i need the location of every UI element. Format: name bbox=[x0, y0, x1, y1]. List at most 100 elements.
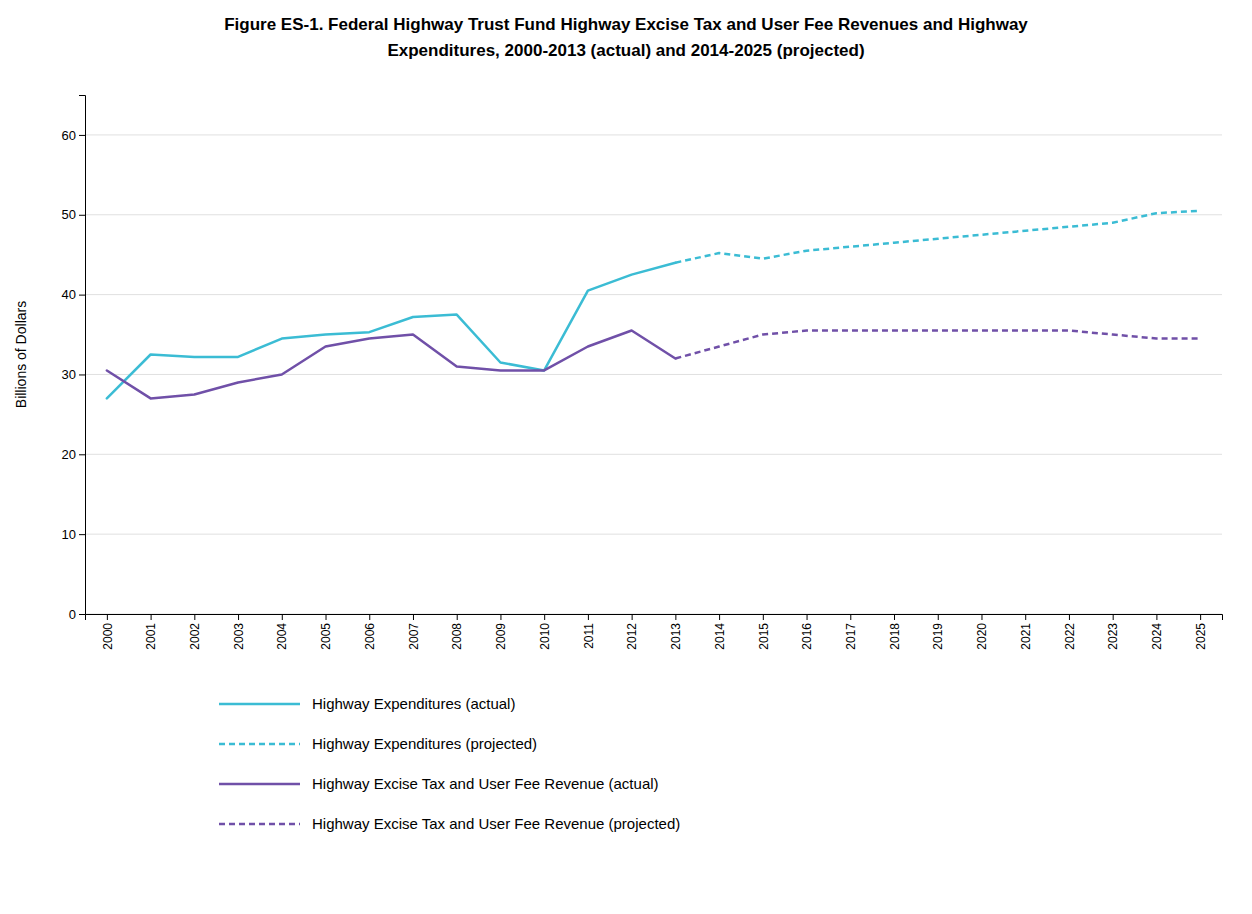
tick-mark bbox=[107, 614, 108, 620]
grid-line bbox=[85, 534, 1222, 535]
tick-label: 2013 bbox=[669, 623, 683, 650]
axis-line bbox=[79, 96, 86, 615]
tick-label: 2014 bbox=[713, 623, 727, 650]
tick-label: 2017 bbox=[844, 623, 858, 650]
tick-mark bbox=[1113, 614, 1114, 620]
tick-mark bbox=[763, 614, 764, 620]
tick: 0 bbox=[69, 607, 85, 622]
legend-label: Highway Expenditures (actual) bbox=[312, 695, 515, 712]
axis-line bbox=[86, 615, 1223, 621]
tick-mark bbox=[1156, 614, 1157, 620]
tick: 30 bbox=[62, 367, 85, 382]
tick: 2018 bbox=[888, 614, 902, 650]
tick-label: 50 bbox=[62, 207, 76, 222]
tick-mark bbox=[894, 614, 895, 620]
tick-label: 2004 bbox=[275, 623, 289, 650]
tick-mark bbox=[79, 454, 85, 455]
tick-mark bbox=[807, 614, 808, 620]
grid-line bbox=[85, 134, 1222, 135]
tick: 2025 bbox=[1194, 614, 1208, 650]
tick-label: 2007 bbox=[407, 623, 421, 650]
tick-label: 2018 bbox=[888, 623, 902, 650]
tick: 2004 bbox=[275, 614, 289, 650]
tick: 2024 bbox=[1150, 614, 1164, 650]
series-line bbox=[675, 211, 1200, 263]
tick-label: 2009 bbox=[494, 623, 508, 650]
tick-label: 2008 bbox=[450, 623, 464, 650]
tick: 60 bbox=[62, 128, 85, 143]
tick-label: 2002 bbox=[188, 623, 202, 650]
tick-mark bbox=[369, 614, 370, 620]
tick: 2017 bbox=[844, 614, 858, 650]
grid-line bbox=[85, 214, 1222, 215]
tick-mark bbox=[938, 614, 939, 620]
tick-label: 2011 bbox=[582, 623, 596, 649]
tick-mark bbox=[1025, 614, 1026, 620]
tick-mark bbox=[850, 614, 851, 620]
legend-label: Highway Excise Tax and User Fee Revenue … bbox=[312, 815, 680, 832]
legend-swatch bbox=[219, 823, 300, 826]
tick: 2010 bbox=[538, 614, 552, 650]
grid-line bbox=[85, 374, 1222, 375]
tick-label: 2006 bbox=[363, 623, 377, 650]
tick-mark bbox=[632, 614, 633, 620]
tick: 2022 bbox=[1063, 614, 1077, 650]
tick: 20 bbox=[62, 447, 85, 462]
tick-label: 2003 bbox=[232, 623, 246, 650]
legend-item: Highway Excise Tax and User Fee Revenue … bbox=[219, 775, 659, 792]
tick-label: 2016 bbox=[800, 623, 814, 650]
series-line bbox=[675, 331, 1200, 359]
plot: 2000200120022003200420052006200720082009… bbox=[62, 96, 1223, 650]
tick-label: 2001 bbox=[144, 623, 158, 650]
tick-label: 2021 bbox=[1019, 623, 1033, 650]
tick: 2008 bbox=[450, 614, 464, 650]
legend-item: Highway Expenditures (actual) bbox=[219, 695, 515, 712]
tick-label: 40 bbox=[62, 287, 76, 302]
tick-mark bbox=[675, 614, 676, 620]
tick-mark bbox=[326, 614, 327, 620]
grid-line bbox=[85, 454, 1222, 455]
grid-line bbox=[85, 294, 1222, 295]
tick: 2019 bbox=[931, 614, 945, 650]
y-axis-title: Billions of Dollars bbox=[13, 301, 29, 408]
tick-label: 2023 bbox=[1106, 623, 1120, 650]
tick-label: 2020 bbox=[975, 623, 989, 650]
series-line bbox=[107, 331, 676, 399]
tick-mark bbox=[282, 614, 283, 620]
tick-mark bbox=[194, 614, 195, 620]
tick-mark bbox=[238, 614, 239, 620]
y-axis: 0102030405060 bbox=[62, 96, 86, 622]
tick: 2012 bbox=[625, 614, 639, 650]
tick: 2009 bbox=[494, 614, 508, 650]
legend-item: Highway Expenditures (projected) bbox=[219, 735, 537, 752]
tick: 2002 bbox=[188, 614, 202, 650]
tick-label: 2015 bbox=[757, 623, 771, 650]
legend-swatch bbox=[219, 703, 300, 706]
lines bbox=[107, 211, 1200, 399]
tick: 2020 bbox=[975, 614, 989, 650]
tick: 2005 bbox=[319, 614, 333, 650]
tick-mark bbox=[1200, 614, 1201, 620]
tick-label: 2025 bbox=[1194, 623, 1208, 650]
tick-mark bbox=[1069, 614, 1070, 620]
tick: 2006 bbox=[363, 614, 377, 650]
tick: 2016 bbox=[800, 614, 814, 650]
tick-mark bbox=[457, 614, 458, 620]
legend-swatch bbox=[219, 743, 300, 746]
tick: 50 bbox=[62, 207, 85, 222]
tick-mark bbox=[79, 534, 85, 535]
tick-mark bbox=[500, 614, 501, 620]
tick-label: 2012 bbox=[625, 623, 639, 650]
tick-mark bbox=[588, 614, 589, 620]
tick-mark bbox=[79, 295, 85, 296]
tick-mark bbox=[79, 614, 85, 615]
tick-label: 0 bbox=[69, 607, 76, 622]
tick-mark bbox=[79, 374, 85, 375]
x-axis: 2000200120022003200420052006200720082009… bbox=[86, 614, 1223, 650]
tick: 2001 bbox=[144, 614, 158, 650]
legend-item: Highway Excise Tax and User Fee Revenue … bbox=[219, 815, 680, 832]
chart: Figure ES-1. Federal Highway Trust Fund … bbox=[0, 0, 1252, 914]
tick: 2014 bbox=[713, 614, 727, 650]
tick: 2007 bbox=[407, 614, 421, 650]
tick-mark bbox=[544, 614, 545, 620]
